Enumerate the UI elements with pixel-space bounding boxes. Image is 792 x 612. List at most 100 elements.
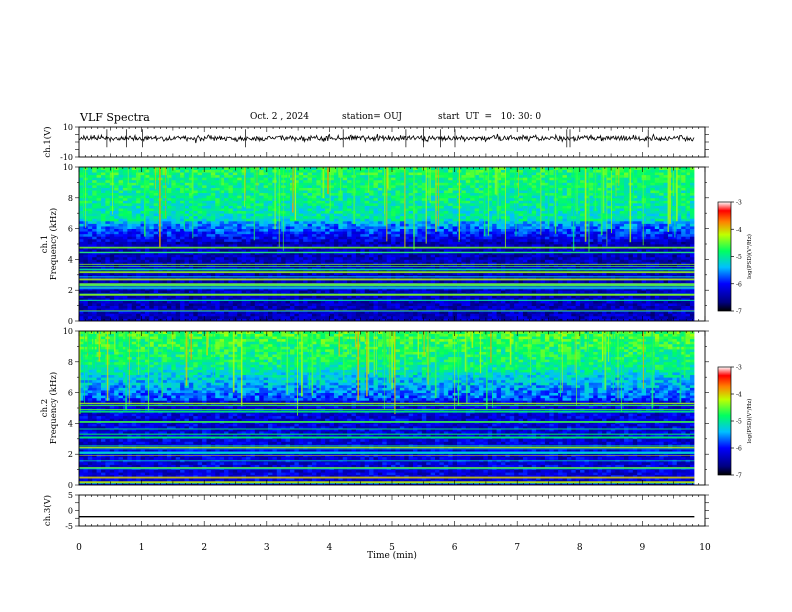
spectrogram-cell <box>180 233 185 237</box>
spectrogram-cell <box>421 238 427 242</box>
spectrogram-cell <box>417 244 423 247</box>
spectrogram-cell <box>421 267 427 271</box>
spectrogram-cell <box>518 261 524 265</box>
spectrogram-cell <box>667 267 673 271</box>
spectrogram-cell <box>492 267 497 271</box>
spectrogram-cell <box>584 272 590 276</box>
spectrogram-cell <box>522 267 528 271</box>
spectrogram-cell <box>100 295 106 299</box>
spectrogram-cell <box>443 295 449 299</box>
spectrogram-cell <box>650 308 656 312</box>
spectrogram-cell <box>659 297 664 301</box>
spectrogram-cell <box>540 300 546 304</box>
spectrogram-cell <box>580 295 585 299</box>
spectrogram-cell <box>659 254 664 258</box>
spectrogram-cell <box>386 305 392 309</box>
spectrogram-cell <box>263 295 269 299</box>
spectrogram-cell <box>496 259 502 263</box>
spectrogram-cell <box>478 300 484 304</box>
spectrogram-cell <box>593 295 599 299</box>
spectrogram-cell <box>241 264 247 268</box>
spectrogram-cell <box>83 256 89 260</box>
spectrogram-cell <box>435 313 440 317</box>
spectrogram-cell <box>281 272 286 276</box>
spectrogram-cell <box>83 264 89 268</box>
spectrogram-cell <box>87 313 93 317</box>
spectrogram-cell <box>285 300 291 304</box>
spectrogram-cell <box>646 308 651 312</box>
spectrogram-cell <box>588 236 594 240</box>
spectrogram-cell <box>351 256 357 260</box>
spectrogram-cell <box>399 254 405 258</box>
spectrogram-cell <box>641 256 647 260</box>
spectrogram-cell <box>373 290 379 294</box>
spectrogram-cell <box>435 264 440 268</box>
spectrogram-cell <box>408 300 414 304</box>
spectrogram-cell <box>549 290 555 294</box>
spectrogram-cell <box>465 315 471 319</box>
spectrogram-cell <box>404 295 410 299</box>
spectrogram-cell <box>303 236 308 240</box>
spectrogram-cell <box>667 256 673 260</box>
spectrogram-cell <box>593 259 599 263</box>
spectrogram-cell <box>149 264 155 268</box>
spectrogram-cell <box>593 244 599 247</box>
spectrogram-cell <box>193 267 199 271</box>
spectrogram-cell <box>184 244 190 247</box>
spectrogram-cell <box>180 238 185 242</box>
spectrogram-cell <box>149 318 155 321</box>
spectrogram-cell <box>646 259 651 263</box>
spectrogram-cell <box>588 256 594 260</box>
spectrogram-cell <box>676 264 682 268</box>
spectrogram-cell <box>87 300 93 304</box>
spectrogram-cell <box>597 241 603 245</box>
spectrogram-cell <box>140 238 146 242</box>
spectrogram-cell <box>566 261 572 265</box>
spectrogram-cell <box>369 310 374 314</box>
spectrogram-cell <box>166 272 172 276</box>
spectrogram-cell <box>333 308 339 312</box>
spectrogram-cell <box>514 269 519 273</box>
spectrogram-cell <box>650 295 656 299</box>
spectrogram-cell <box>175 310 181 314</box>
spectrogram-cell <box>514 236 519 240</box>
spectrogram-cell <box>268 254 273 258</box>
spectrogram-cell <box>215 297 221 301</box>
spectrogram-cell <box>83 259 89 263</box>
spectrogram-cell <box>100 310 106 314</box>
spectrogram-cell <box>369 308 374 312</box>
spectrogram-cell <box>83 233 89 237</box>
spectrogram-cell <box>338 279 344 283</box>
spectrogram-cell <box>193 249 199 253</box>
spectrogram-cell <box>351 303 357 306</box>
spectrogram-cell <box>162 269 168 273</box>
spectrogram-cell <box>553 241 559 245</box>
spectrogram-cell <box>413 233 418 237</box>
spectrogram-cell <box>615 238 621 242</box>
spectrogram-cell <box>96 264 102 268</box>
spectrogram-cell <box>430 300 436 304</box>
spectrogram-cell <box>342 261 348 265</box>
spectrogram-cell <box>417 256 423 260</box>
spectrogram-cell <box>355 264 361 268</box>
spectrogram-cell <box>500 236 506 240</box>
spectrogram-cell <box>307 297 313 301</box>
spectrogram-cell <box>311 279 317 283</box>
spectrogram-cell <box>237 297 243 301</box>
spectrogram-cell <box>566 249 572 253</box>
spectrogram-cell <box>377 303 383 306</box>
spectrogram-cell <box>395 303 401 306</box>
spectrogram-cell <box>263 264 269 268</box>
spectrogram-cell <box>386 264 392 268</box>
spectrogram-cell <box>325 241 330 245</box>
spectrogram-cell <box>131 256 137 260</box>
spectrogram-cell <box>118 313 124 317</box>
spectrogram-cell <box>377 295 383 299</box>
spectrogram-cell <box>342 264 348 268</box>
spectrogram-cell <box>672 290 678 294</box>
spectrogram-cell <box>540 241 546 245</box>
spectrogram-cell <box>391 279 396 283</box>
spectrogram-cell <box>404 261 410 265</box>
spectrogram-cell <box>641 241 647 245</box>
spectrogram-cell <box>654 238 660 242</box>
